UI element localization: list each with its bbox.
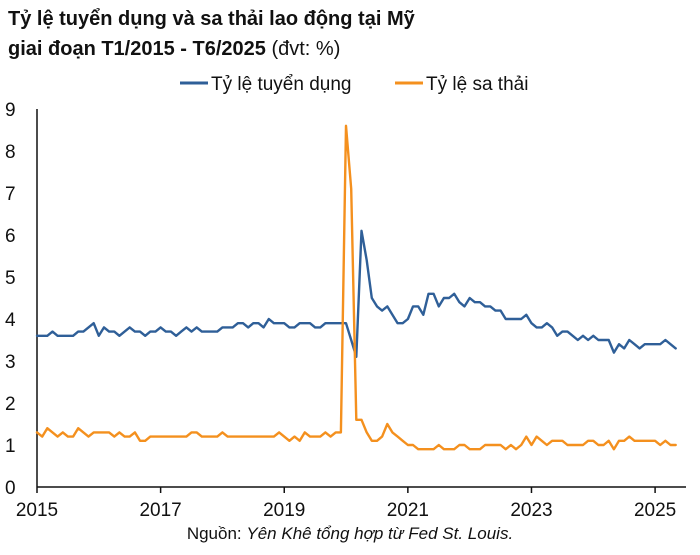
chart-title: Tỷ lệ tuyển dụng và sa thải lao động tại… [8,4,688,64]
y-tick-label-4: 4 [5,310,16,331]
source-prefix: Nguồn: [186,524,242,543]
chart-title-text-2: giai đoạn T1/2015 - T6/2025 [8,38,266,60]
chart-title-text-1: Tỷ lệ tuyển dụng và sa thải lao động tại… [8,8,415,30]
y-tick-label-9: 9 [5,100,16,121]
y-tick-label-2: 2 [5,394,16,415]
source-note: Nguồn: Yên Khê tổng hợp từ Fed St. Louis… [0,524,700,544]
y-tick-label-7: 7 [5,184,16,205]
chart-unit: (đvt: %) [271,38,341,60]
x-tick-label-2023: 2023 [510,500,552,521]
x-tick-label-2025: 2025 [634,500,676,521]
x-tick-label-2015: 2015 [16,500,58,521]
y-tick-label-1: 1 [5,436,16,457]
series-line-1 [35,124,677,451]
series-line-0 [35,229,677,358]
y-tick-label-5: 5 [5,268,16,289]
x-tick-label-2019: 2019 [263,500,305,521]
chart-title-line-2: giai đoạn T1/2015 - T6/2025 (đvt: %) [8,34,688,64]
legend: Tỷ lệ tuyển dụng Tỷ lệ sa thải [180,74,528,95]
legend-label-0: Tỷ lệ tuyển dụng [211,74,351,95]
x-tick-label-2017: 2017 [139,500,181,521]
y-tick-label-3: 3 [5,352,16,373]
source-text: Yên Khê tổng hợp từ Fed St. Louis. [246,524,514,543]
x-tick-label-2021: 2021 [387,500,429,521]
y-tick-label-0: 0 [5,478,16,499]
legend-label-1: Tỷ lệ sa thải [426,74,528,95]
y-tick-label-8: 8 [5,142,16,163]
chart-title-line-1: Tỷ lệ tuyển dụng và sa thải lao động tại… [8,4,688,34]
y-tick-label-6: 6 [5,226,16,247]
